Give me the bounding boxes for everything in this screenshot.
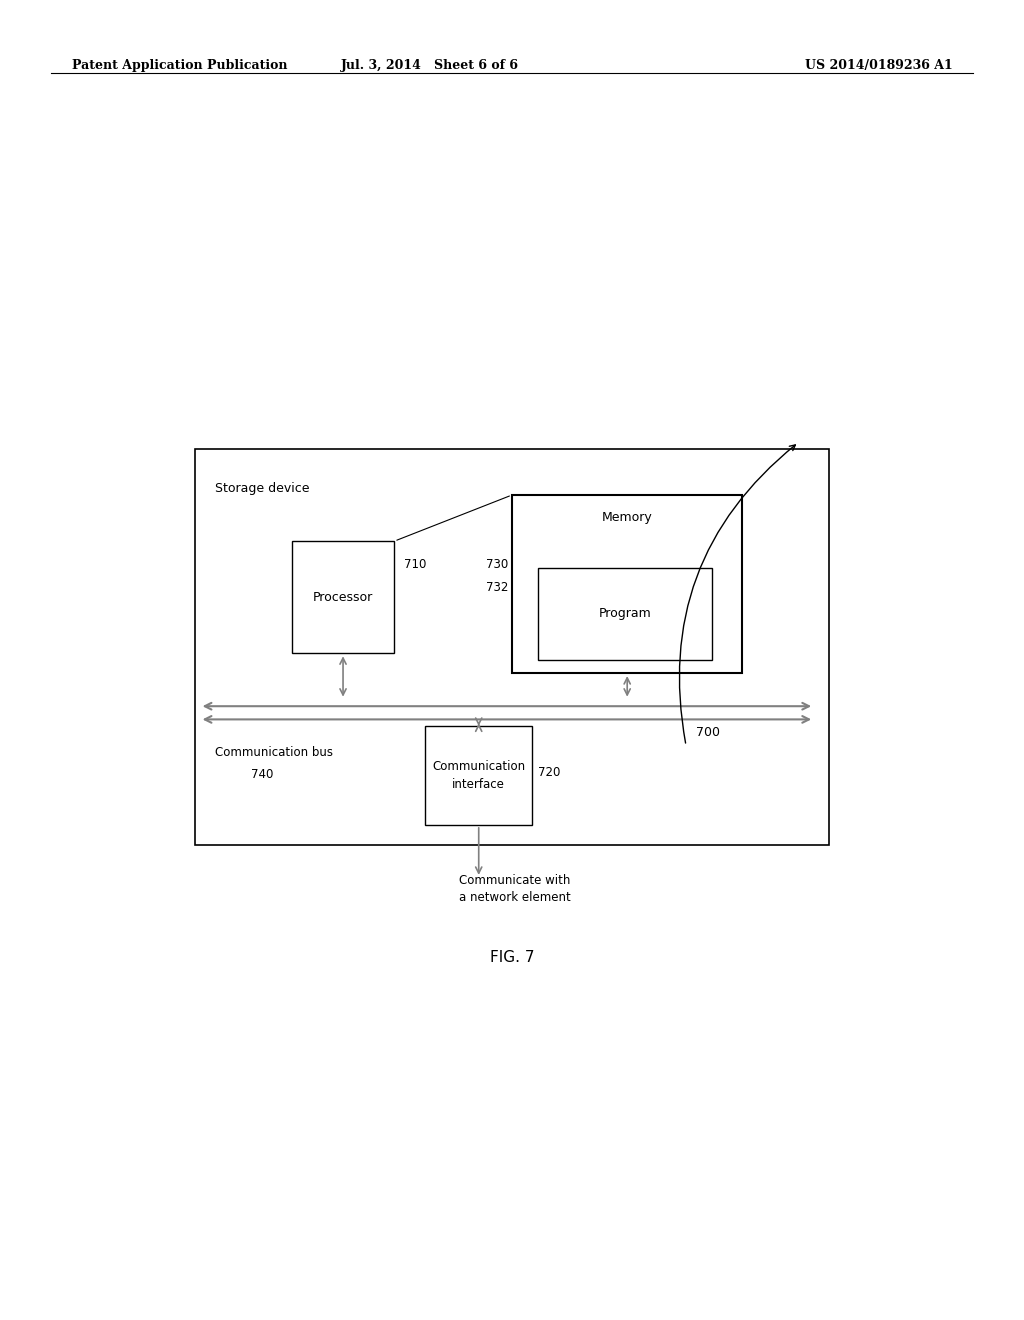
- FancyBboxPatch shape: [292, 541, 394, 653]
- FancyBboxPatch shape: [512, 495, 742, 673]
- Text: FIG. 7: FIG. 7: [489, 949, 535, 965]
- Text: Memory: Memory: [602, 511, 652, 524]
- Text: 720: 720: [538, 766, 560, 779]
- Text: Patent Application Publication: Patent Application Publication: [72, 59, 287, 73]
- Text: Communication
interface: Communication interface: [432, 760, 525, 791]
- Text: Processor: Processor: [313, 591, 373, 603]
- FancyBboxPatch shape: [538, 568, 712, 660]
- Text: 730: 730: [486, 558, 509, 572]
- Text: Communicate with
a network element: Communicate with a network element: [459, 874, 570, 904]
- Text: Program: Program: [598, 607, 651, 620]
- Text: 732: 732: [486, 581, 509, 594]
- FancyBboxPatch shape: [425, 726, 532, 825]
- Text: 740: 740: [251, 768, 273, 781]
- FancyBboxPatch shape: [195, 449, 829, 845]
- Text: Jul. 3, 2014   Sheet 6 of 6: Jul. 3, 2014 Sheet 6 of 6: [341, 59, 519, 73]
- Text: Storage device: Storage device: [215, 482, 309, 495]
- Text: 710: 710: [404, 558, 427, 572]
- Text: US 2014/0189236 A1: US 2014/0189236 A1: [805, 59, 952, 73]
- Text: 700: 700: [696, 726, 720, 739]
- Text: Communication bus: Communication bus: [215, 746, 333, 759]
